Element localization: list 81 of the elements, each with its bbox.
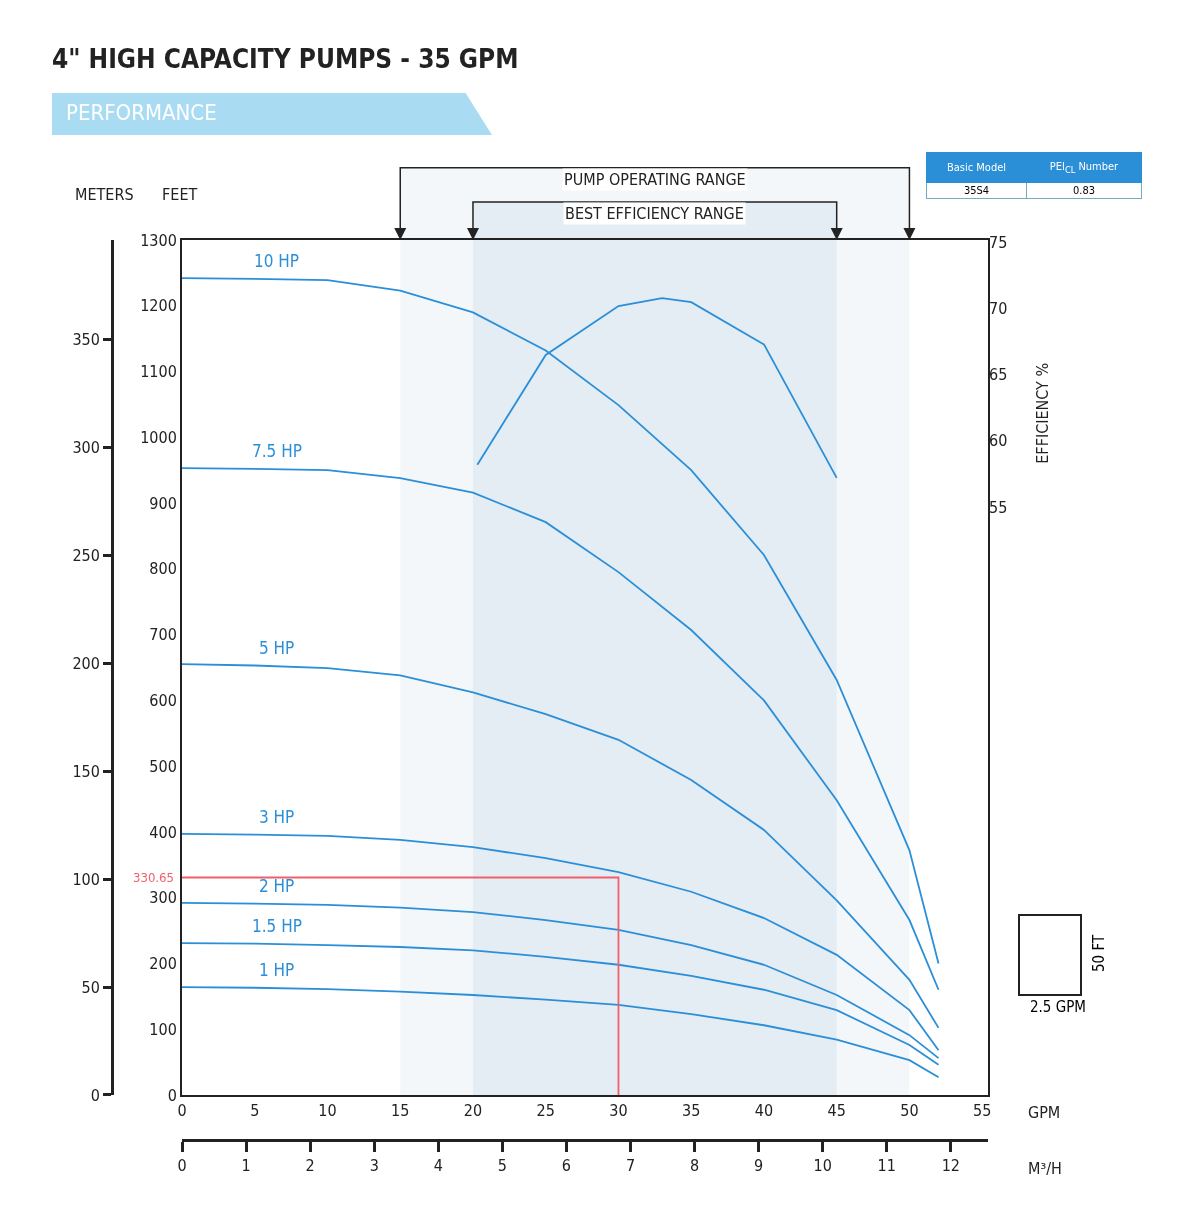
y2-tick-label: 65 xyxy=(989,365,1008,385)
series-label: 1 HP xyxy=(259,960,295,980)
y-tick-label: 700 xyxy=(149,625,177,645)
x-tick-label: 30 xyxy=(609,1101,628,1121)
annotation: 330.65 xyxy=(133,870,174,885)
y3-tick-label: 300 xyxy=(72,438,100,458)
chart-title: 4" HIGH CAPACITY PUMPS - 35 GPM xyxy=(52,44,519,74)
text: 0.83 xyxy=(1026,182,1142,199)
line-series xyxy=(182,663,940,1029)
x2-tick-label: 3 xyxy=(369,1156,379,1176)
line-series xyxy=(182,942,940,1066)
series-label: 3 HP xyxy=(259,807,295,827)
x2-tick-label: 7 xyxy=(625,1156,636,1176)
line-series xyxy=(182,986,940,1079)
x-axis-title: GPM xyxy=(1028,1103,1061,1122)
x2-tick-label: 2 xyxy=(305,1156,315,1176)
y3-axis-title: METERS xyxy=(75,185,134,204)
text: 2.5 GPM xyxy=(1030,998,1086,1016)
y-tick-label: 300 xyxy=(149,888,177,908)
band-label: PUMP OPERATING RANGE xyxy=(564,170,746,189)
y3-tick-label: 200 xyxy=(72,653,100,673)
y-tick-label: 400 xyxy=(149,822,177,842)
y3-tick-label: 250 xyxy=(72,546,100,566)
y3-tick-label: 350 xyxy=(72,330,100,350)
x2-tick-label: 11 xyxy=(877,1156,896,1176)
text: PEI$_{CL}$ Number xyxy=(1026,152,1142,183)
x-tick-label: 20 xyxy=(463,1101,483,1121)
x2-tick-label: 9 xyxy=(754,1156,764,1176)
x-tick-label: 40 xyxy=(754,1101,774,1121)
y2-tick-label: 60 xyxy=(989,431,1008,451)
y-tick-label: 0 xyxy=(167,1085,177,1105)
line-series xyxy=(182,467,940,991)
x2-tick-label: 4 xyxy=(433,1156,443,1176)
series-label: 5 HP xyxy=(259,638,295,658)
y3-tick-label: 0 xyxy=(90,1085,100,1105)
x2-tick-label: 8 xyxy=(689,1156,700,1176)
y3-tick-label: 150 xyxy=(72,761,100,781)
y2-tick-label: 70 xyxy=(989,299,1008,319)
series-label: 10 HP xyxy=(254,251,300,271)
y-axis-title: FEET xyxy=(162,185,198,204)
x2-tick-label: 5 xyxy=(497,1156,507,1176)
chart-subtitle: PERFORMANCE xyxy=(66,100,217,125)
y-tick-label: 500 xyxy=(149,756,177,776)
x-tick-label: 35 xyxy=(682,1101,701,1121)
y-tick-label: 800 xyxy=(149,559,177,579)
x-tick-label: 15 xyxy=(391,1101,410,1121)
text: 50 FT xyxy=(1090,934,1108,972)
line-series xyxy=(182,277,940,965)
y3-tick-label: 50 xyxy=(81,977,100,997)
y-tick-label: 200 xyxy=(149,954,177,974)
y2-axis-title: EFFICIENCY % xyxy=(1032,362,1052,464)
series-label: 2 HP xyxy=(259,876,295,896)
text: 35S4 xyxy=(926,182,1027,199)
x2-axis-title: M³/H xyxy=(1028,1159,1062,1178)
x-tick-label: 5 xyxy=(250,1101,260,1121)
x2-tick-label: 12 xyxy=(941,1156,960,1176)
y-tick-label: 1300 xyxy=(140,230,177,250)
line-series xyxy=(182,832,940,1052)
y-tick-label: 1100 xyxy=(140,362,177,382)
line-series xyxy=(476,297,838,479)
x2-tick-label: 1 xyxy=(241,1156,251,1176)
band-label: BEST EFFICIENCY RANGE xyxy=(565,204,744,223)
x-tick-label: 10 xyxy=(318,1101,337,1121)
y3-tick-label: 100 xyxy=(72,869,100,889)
x-tick-label: 55 xyxy=(973,1101,992,1121)
x-tick-label: 25 xyxy=(536,1101,555,1121)
x-tick-label: 50 xyxy=(900,1101,919,1121)
y-tick-label: 1200 xyxy=(140,296,177,316)
x2-tick-label: 10 xyxy=(813,1156,832,1176)
y2-tick-label: 55 xyxy=(989,497,1008,517)
y-tick-label: 1000 xyxy=(140,427,177,447)
line-series xyxy=(182,902,940,1060)
x2-tick-label: 6 xyxy=(561,1156,571,1176)
y2-tick-label: 75 xyxy=(989,233,1008,253)
x-tick-label: 45 xyxy=(827,1101,846,1121)
series-label: 1.5 HP xyxy=(252,916,302,936)
text: Basic Model xyxy=(926,152,1027,183)
series-label: 7.5 HP xyxy=(252,441,302,461)
y-tick-label: 900 xyxy=(149,493,177,513)
y-tick-label: 100 xyxy=(149,1019,177,1039)
y-tick-label: 600 xyxy=(149,690,177,710)
